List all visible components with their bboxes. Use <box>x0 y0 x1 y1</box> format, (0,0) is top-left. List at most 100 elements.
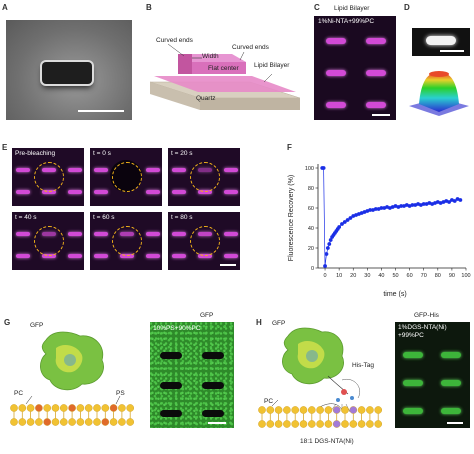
label-pc-h: PC <box>264 398 274 405</box>
data-point <box>373 207 378 211</box>
trench <box>172 168 186 172</box>
lipid-headgroup <box>357 406 366 414</box>
trench <box>16 232 30 236</box>
lipid-headgroup <box>341 406 349 414</box>
lipid-headgroup <box>35 404 43 412</box>
data-point <box>325 246 330 250</box>
lipid-headgroup <box>349 420 358 428</box>
label-gfp-g: GFP <box>30 322 44 329</box>
dark-trench <box>202 410 224 417</box>
panel-label-b: B <box>146 3 152 12</box>
trench <box>224 232 238 236</box>
lipid-headgroup <box>349 406 358 414</box>
lipid-headgroup <box>51 404 60 412</box>
panel-label-d: D <box>404 3 410 12</box>
lipid-headgroup <box>332 420 341 428</box>
label-dgs-nta: 18:1 DGS-NTA(Ni) <box>300 438 354 445</box>
panel-h-composition-1: 1%DGS-NTA(Ni) <box>398 324 447 331</box>
lipid-headgroup <box>341 420 349 428</box>
x-tick-label: 0 <box>324 273 327 279</box>
x-axis-label: time (s) <box>383 291 406 298</box>
lipid-headgroup <box>118 404 126 412</box>
panel-label-e: E <box>2 143 8 152</box>
panel-g-composition: 10%PS+90%PC <box>153 325 201 332</box>
trench <box>16 168 30 172</box>
lipid-headgroup <box>374 406 382 414</box>
lipid-headgroup <box>299 406 308 414</box>
lipid-headgroup <box>10 404 18 412</box>
lipid-headgroup <box>299 420 308 428</box>
y-tick-label: 80 <box>308 186 314 192</box>
trench <box>68 168 82 172</box>
panel-label-c: C <box>314 3 320 12</box>
trench <box>224 190 238 194</box>
lipid-headgroup <box>76 418 85 426</box>
bleach-region <box>34 162 64 192</box>
trench <box>146 190 160 194</box>
data-point <box>452 199 457 203</box>
trench <box>68 232 82 236</box>
lipid-headgroup <box>101 418 110 426</box>
x-tick-label: 70 <box>421 273 427 279</box>
trench <box>94 190 108 194</box>
scale-bar-a <box>78 110 124 112</box>
y-tick-label: 60 <box>308 206 314 212</box>
y-axis-label: Fluorescence Recovery (%) <box>288 175 295 261</box>
lipid-headgroup <box>274 406 283 414</box>
trench <box>94 232 108 236</box>
data-point <box>345 218 350 222</box>
data-point <box>321 166 326 170</box>
lipid-headgroup <box>308 420 316 428</box>
label-curved-ends-right: Curved ends <box>232 44 269 51</box>
scale-bar-d <box>440 50 464 52</box>
dark-trench <box>202 382 224 389</box>
green-trench <box>403 408 423 414</box>
trench <box>68 190 82 194</box>
data-point <box>328 238 333 242</box>
trench <box>146 232 160 236</box>
dark-trench <box>160 352 182 359</box>
lipid-headgroup <box>10 418 18 426</box>
bleach-region <box>190 162 220 192</box>
x-tick-label: 50 <box>392 273 398 279</box>
frap-recovery-chart: 0 10 20 30 40 50 60 70 80 90 100 0 20 40 60 80 100 Fluor… <box>288 164 471 298</box>
x-tick-label: 20 <box>350 273 356 279</box>
label-his-tag: His-Tag <box>352 362 375 369</box>
lipid-headgroup <box>324 406 333 414</box>
trench <box>224 168 238 172</box>
bleach-region <box>112 162 142 192</box>
green-trench <box>441 352 461 358</box>
panel-label-a: A <box>2 3 8 12</box>
frap-image-grid: Pre-bleaching t = 0 s t = 20 s t = 40 s <box>12 148 240 270</box>
lipid-headgroup <box>76 404 85 412</box>
sem-trench <box>42 62 92 84</box>
lipid-headgroup <box>366 406 374 414</box>
data-point <box>410 203 415 207</box>
data-point <box>421 202 426 206</box>
lipid-headgroup <box>109 418 118 426</box>
lipid-headgroup <box>26 418 35 426</box>
sem-image <box>6 20 132 120</box>
lipid-headgroup <box>266 406 275 414</box>
trench <box>366 70 386 76</box>
lipid-headgroup <box>60 418 68 426</box>
trench <box>68 254 82 258</box>
x-tick-label: 90 <box>449 273 455 279</box>
trench <box>16 254 30 258</box>
data-point <box>368 208 373 212</box>
bilayer-schematic <box>149 43 301 110</box>
data-point <box>342 220 347 224</box>
frap-frame-t80: t = 80 s <box>168 212 240 270</box>
lipid-headgroup <box>84 418 93 426</box>
label-quartz: Quartz <box>196 95 216 102</box>
data-point <box>327 242 332 246</box>
lipid-headgroup <box>84 404 93 412</box>
y-tick-label: 40 <box>308 226 314 232</box>
trench <box>198 254 212 258</box>
trench <box>224 254 238 258</box>
panel-h-composition-2: +99%PC <box>398 332 424 339</box>
label-curved-ends-left: Curved ends <box>156 37 193 44</box>
green-trench <box>403 380 423 386</box>
data-point <box>337 225 342 229</box>
trench <box>172 232 186 236</box>
